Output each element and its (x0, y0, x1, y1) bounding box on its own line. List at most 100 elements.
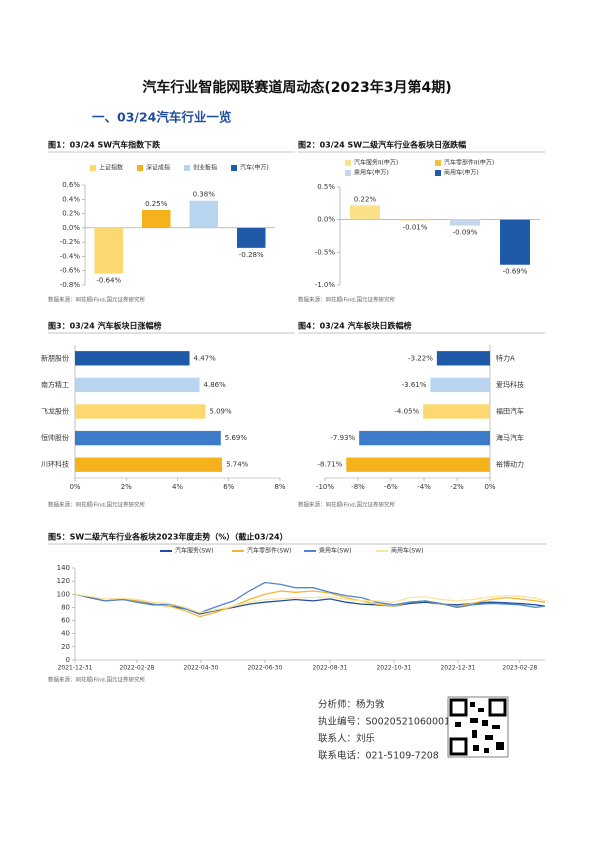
y-tick-label: 120 (57, 577, 70, 585)
bar (75, 457, 223, 472)
bar (400, 219, 430, 221)
legend-label: 汽车零部件II(申万) (444, 159, 494, 167)
analyst-name: 分析师：杨为敩 (318, 699, 385, 711)
data-label: -0.01% (403, 223, 428, 231)
y-tick-label: 40 (61, 630, 70, 638)
category-label: 海马汽车 (496, 433, 524, 442)
bar (237, 227, 266, 248)
legend-label: 乘用车(申万) (354, 169, 389, 177)
x-tick-label: -10% (316, 483, 334, 491)
data-label: 4.86% (204, 381, 227, 389)
category-label: 恒帅股份 (41, 433, 69, 442)
bar (75, 430, 221, 446)
bar (94, 227, 123, 274)
phone: 联系电话：021-5109-7208 (318, 750, 439, 762)
data-label: -4.05% (394, 408, 419, 416)
bar (436, 351, 490, 366)
category-label: 飞龙股份 (41, 407, 69, 416)
bar (75, 351, 190, 366)
data-label: 5.69% (225, 434, 248, 442)
bar (423, 404, 490, 419)
x-tick-label: 2021-12-31 (58, 665, 93, 672)
legend-swatch (435, 160, 441, 166)
x-tick-label: 2023-02-28 (502, 665, 537, 672)
data-label: 4.47% (194, 354, 217, 362)
bar (75, 377, 200, 393)
category-label: 爱玛科技 (496, 380, 524, 389)
category-label: 裕博动力 (496, 460, 524, 469)
legend-label: 深证成指 (146, 164, 170, 172)
legend-label: 汽车(申万) (240, 164, 269, 172)
chart-title: 图4：03/24 汽车板块日跌幅榜 (298, 321, 412, 331)
y-tick-label: 60 (61, 617, 70, 625)
legend-label: 商用车(申万) (444, 169, 479, 177)
data-label: 5.09% (209, 408, 232, 416)
y-tick-label: -0.5% (315, 248, 336, 256)
category-label: 新朋股份 (41, 353, 69, 362)
category-label: 南方精工 (41, 380, 69, 389)
section-title: 一、03/24汽车行业一览 (92, 110, 231, 125)
bar (142, 210, 171, 228)
data-label: 0.25% (145, 200, 168, 208)
x-tick-label: 6% (223, 483, 234, 491)
analyst-license: 执业编号：S0020521060001 (318, 716, 450, 728)
data-label: -0.69% (503, 268, 528, 276)
bar (189, 200, 218, 228)
legend-label: 乘用车(SW) (319, 547, 351, 555)
chart-title: 图3：03/24 汽车板块日涨幅榜 (48, 321, 162, 331)
y-tick-label: 80 (61, 603, 70, 611)
series-line (74, 581, 546, 614)
y-tick-label: 0.5% (317, 183, 335, 191)
x-tick-label: 2022-08-31 (312, 665, 347, 672)
x-tick-label: 2022-06-30 (247, 665, 282, 672)
y-tick-label: 0.4% (62, 195, 80, 203)
legend-label: 汽车零部件(SW) (247, 547, 291, 555)
data-label: 0.38% (193, 191, 216, 199)
source-note: 数据来源：同花顺iFind,国元证券研究所 (48, 501, 146, 509)
legend-label: 上证指数 (99, 164, 123, 172)
data-label: -0.28% (239, 251, 264, 259)
legend-swatch (345, 170, 351, 176)
legend-swatch (345, 160, 351, 166)
data-label: -0.64% (96, 277, 121, 285)
bar (450, 219, 480, 226)
contact: 联系人：刘乐 (318, 733, 376, 745)
x-tick-label: 2022-12-31 (440, 665, 475, 672)
bar (75, 404, 206, 419)
x-tick-label: 4% (172, 483, 183, 491)
category-label: 福田汽车 (496, 407, 524, 416)
y-tick-label: -0.8% (60, 281, 81, 289)
bar (430, 377, 490, 393)
y-tick-label: -0.4% (60, 252, 81, 260)
x-tick-label: 2022-02-28 (119, 665, 154, 672)
x-tick-label: 2022-04-30 (183, 665, 218, 672)
x-tick-label: -6% (384, 483, 398, 491)
legend-swatch (231, 165, 237, 171)
y-tick-label: 0.0% (62, 224, 80, 232)
x-tick-label: 2022-10-31 (376, 665, 411, 672)
y-tick-label: 100 (57, 590, 70, 598)
category-label: 川环科技 (41, 460, 69, 469)
doc-title: 汽车行业智能网联赛道周动态(2023年3月第4期) (142, 79, 451, 96)
y-tick-label: 140 (57, 564, 70, 572)
x-tick-label: -4% (417, 483, 431, 491)
bar (359, 430, 490, 446)
x-tick-label: 8% (274, 483, 285, 491)
x-tick-label: 2% (121, 483, 132, 491)
bar (346, 457, 490, 472)
data-label: -3.61% (402, 381, 427, 389)
qr-code (447, 696, 509, 758)
chart-title: 图2：03/24 SW二级汽车行业各板块日涨跌幅 (298, 140, 466, 150)
chart-title: 图5：SW二级汽车行业各板块2023年度走势（%）（截止03/24） (48, 532, 288, 542)
series-line (74, 593, 546, 614)
legend-swatch (435, 170, 441, 176)
source-note: 数据来源：同花顺iFind,国元证券研究所 (48, 296, 146, 304)
legend-swatch (184, 165, 190, 171)
legend-label: 商用车(SW) (391, 547, 423, 555)
chart-title: 图1：03/24 SW汽车指数下跌 (48, 140, 161, 150)
x-tick-label: 0% (69, 483, 80, 491)
y-tick-label: 0.2% (62, 210, 80, 218)
bar (500, 219, 530, 265)
data-label: 5.74% (226, 461, 249, 469)
data-label: -8.71% (318, 461, 343, 469)
